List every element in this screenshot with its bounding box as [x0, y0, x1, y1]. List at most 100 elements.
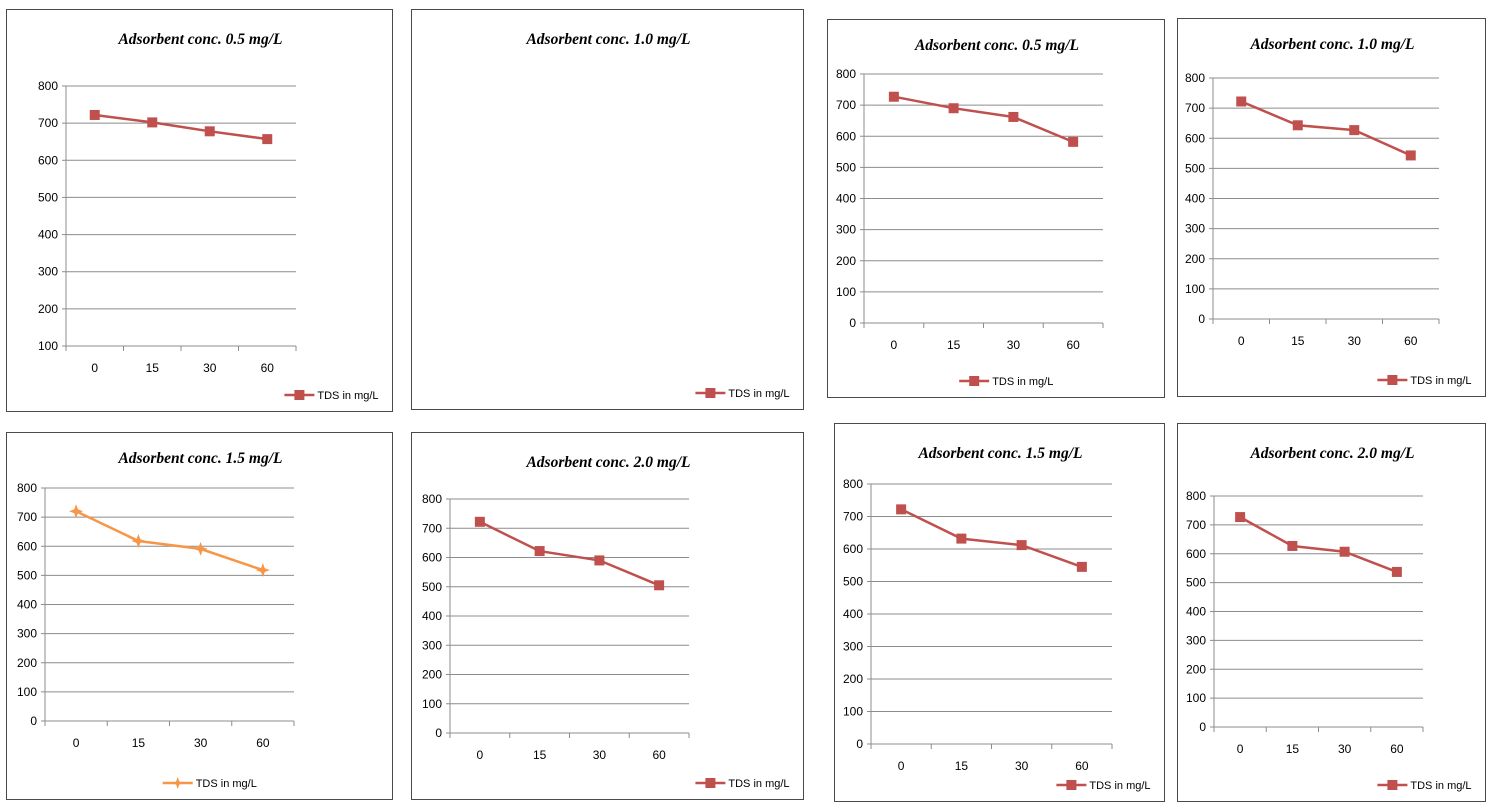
- data-point: [1068, 136, 1079, 147]
- x-tick-label: 60: [1066, 338, 1080, 352]
- data-point: [1349, 125, 1360, 136]
- y-tick-label: 300: [836, 223, 856, 237]
- y-tick-label: 300: [1185, 222, 1205, 236]
- y-tick-label: 200: [843, 672, 863, 686]
- y-tick-label: 400: [843, 607, 863, 621]
- x-tick-label: 15: [947, 338, 961, 352]
- y-tick-label: 200: [1185, 252, 1205, 266]
- x-tick-label: 0: [1237, 742, 1244, 756]
- legend-marker: [1387, 375, 1398, 385]
- legend-label: TDS in mg/L: [317, 390, 378, 402]
- x-tick-label: 30: [203, 361, 217, 375]
- data-point: [1391, 566, 1402, 577]
- x-tick-label: 30: [1015, 759, 1029, 773]
- y-tick-label: 200: [38, 302, 58, 316]
- data-point: [888, 91, 899, 102]
- series-line: [893, 95, 1074, 144]
- data-point: [1292, 120, 1303, 131]
- x-tick-label: 60: [1075, 759, 1089, 773]
- y-tick-label: 700: [843, 510, 863, 524]
- y-tick-label: 600: [1185, 131, 1205, 145]
- y-tick-label: 500: [38, 190, 58, 204]
- y-tick-label: 700: [422, 521, 442, 535]
- chart-svg: Adsorbent conc. 0.5 mg/L1002003004005006…: [38, 31, 379, 402]
- data-point: [896, 504, 907, 515]
- legend-marker: [969, 376, 980, 386]
- y-tick-label: 700: [38, 116, 58, 130]
- data-point: [262, 134, 273, 145]
- chart-panel-2: Adsorbent conc. 1.0 mg/L0100200300400500…: [411, 9, 804, 410]
- data-point: [1016, 540, 1027, 551]
- y-tick-label: 600: [1186, 547, 1206, 561]
- legend-label: TDS in mg/L: [992, 376, 1053, 388]
- chart-title: Adsorbent conc. 0.5 mg/L: [117, 31, 282, 48]
- legend-marker: [171, 777, 184, 789]
- x-tick-label: 60: [1390, 742, 1404, 756]
- y-tick-label: 100: [422, 697, 442, 711]
- data-point: [1405, 150, 1416, 161]
- y-tick-label: 100: [38, 339, 58, 353]
- data-point: [69, 504, 84, 519]
- chart-panel-4: Adsorbent conc. 1.0 mg/L 0 100 200 300 400 500…: [1177, 18, 1486, 397]
- legend-marker: [705, 388, 716, 398]
- data-point: [654, 580, 665, 591]
- y-tick-label: 0: [856, 737, 863, 751]
- chart-title: Adsorbent conc. 1.5 mg/L: [917, 445, 1082, 462]
- x-tick-label: 30: [1338, 742, 1352, 756]
- y-tick-label: 200: [17, 656, 37, 670]
- y-tick-label: 500: [843, 575, 863, 589]
- data-point: [1008, 111, 1019, 122]
- y-tick-label: 500: [836, 160, 856, 174]
- legend-label: TDS in mg/L: [1410, 780, 1471, 792]
- y-tick-label: 400: [17, 598, 37, 612]
- y-tick-label: 500: [1185, 161, 1205, 175]
- y-tick-label: 600: [843, 542, 863, 556]
- x-tick-label: 15: [132, 736, 146, 750]
- legend-label: TDS in mg/L: [1089, 780, 1150, 792]
- y-tick-label: 500: [422, 580, 442, 594]
- y-tick-label: 400: [1185, 192, 1205, 206]
- data-point: [131, 534, 146, 548]
- data-point: [1235, 512, 1246, 523]
- y-tick-label: 700: [1186, 518, 1206, 532]
- y-tick-label: 0: [1198, 312, 1205, 326]
- chart-panel-1: Adsorbent conc. 0.5 mg/L 100 200 300 400 500 6…: [6, 9, 393, 412]
- data-point: [147, 117, 158, 128]
- series-line: [94, 113, 268, 141]
- y-tick-label: 800: [422, 492, 442, 506]
- chart-panel-8: Adsorbent conc. 2.0 mg/L 0 100 200 300 400 500…: [1177, 423, 1486, 802]
- y-tick-label: 500: [17, 568, 37, 582]
- y-tick-label: 0: [435, 726, 442, 740]
- data-point: [255, 563, 270, 578]
- chart-panel-7: Adsorbent conc. 1.5 mg/L 0 100 200 300 400 500…: [834, 423, 1165, 802]
- legend-marker: [705, 778, 716, 788]
- data-point: [474, 516, 485, 527]
- y-tick-label: 0: [30, 714, 37, 728]
- legend-label: TDS in mg/L: [196, 778, 257, 790]
- data-point: [956, 533, 967, 544]
- y-tick-label: 700: [1185, 101, 1205, 115]
- y-tick-label: 800: [17, 481, 37, 495]
- y-tick-label: 800: [843, 477, 863, 491]
- y-tick-label: 300: [17, 627, 37, 641]
- data-point: [204, 126, 215, 137]
- x-tick-label: 15: [533, 748, 547, 762]
- chart-title: Adsorbent conc. 0.5 mg/L: [914, 37, 1079, 54]
- x-tick-label: 0: [477, 748, 484, 762]
- legend-label: TDS in mg/L: [1410, 375, 1471, 387]
- y-tick-label: 700: [836, 98, 856, 112]
- y-tick-label: 300: [38, 265, 58, 279]
- legend-label: TDS in mg/L: [728, 778, 789, 790]
- series-line: [900, 508, 1083, 569]
- chart-panel-5: Adsorbent conc. 1.5 mg/L 0 100 200 300 400 500…: [6, 432, 393, 800]
- x-tick-label: 60: [261, 361, 275, 375]
- y-tick-label: 0: [849, 316, 856, 330]
- data-point: [89, 109, 100, 120]
- y-tick-label: 800: [38, 79, 58, 93]
- chart-svg: Adsorbent conc. 2.0 mg/L0100200300400500…: [1186, 445, 1472, 792]
- x-tick-label: 60: [256, 736, 270, 750]
- y-tick-label: 200: [1186, 662, 1206, 676]
- x-tick-label: 0: [73, 736, 80, 750]
- y-tick-label: 300: [422, 638, 442, 652]
- series-line: [479, 520, 660, 587]
